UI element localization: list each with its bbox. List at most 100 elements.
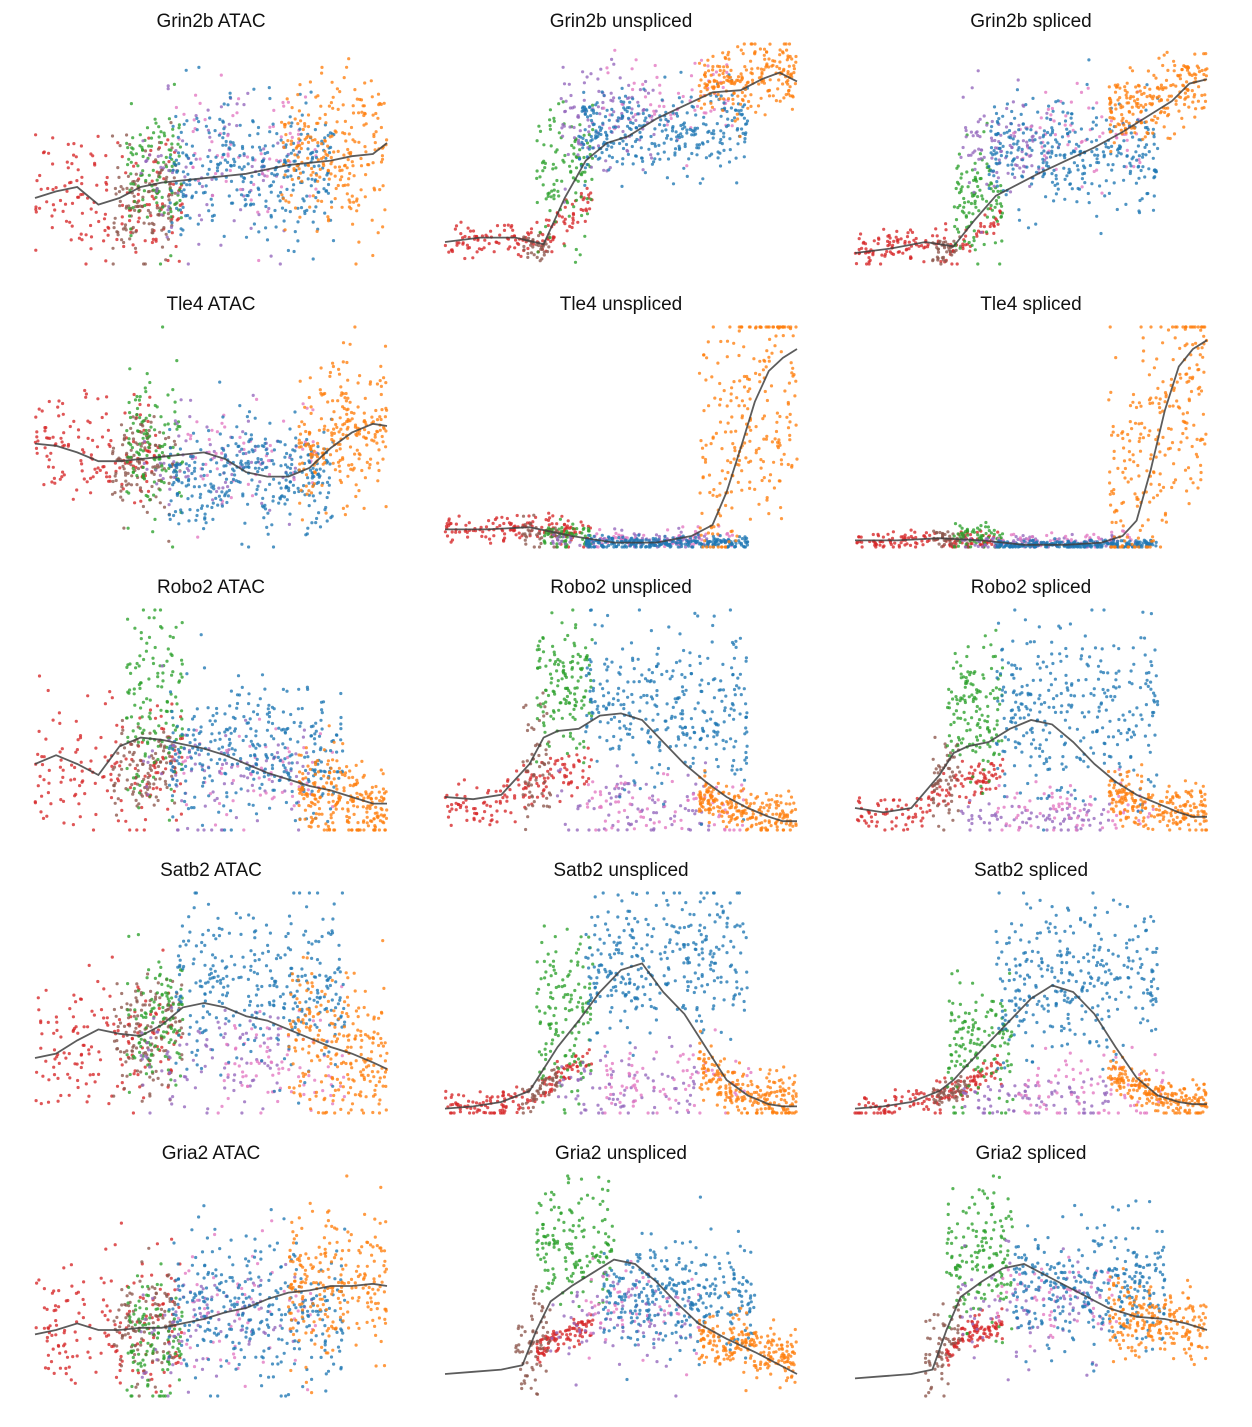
data-point xyxy=(168,201,172,205)
data-point xyxy=(536,250,540,254)
data-point xyxy=(71,497,75,501)
data-point xyxy=(243,198,247,202)
data-point xyxy=(677,135,682,140)
data-point xyxy=(701,545,705,549)
data-point xyxy=(1166,98,1170,102)
data-point xyxy=(576,220,580,224)
data-point xyxy=(1085,82,1089,87)
data-point xyxy=(647,539,651,543)
data-point xyxy=(738,379,742,383)
data-point xyxy=(147,428,151,433)
data-point xyxy=(978,135,982,139)
data-point xyxy=(128,219,132,223)
data-point xyxy=(167,198,171,202)
data-point xyxy=(153,117,157,121)
data-point xyxy=(323,112,327,117)
data-point xyxy=(179,190,184,194)
data-point xyxy=(625,124,630,128)
data-point xyxy=(1033,138,1037,142)
data-point xyxy=(1049,113,1053,117)
data-point xyxy=(215,461,219,465)
data-point xyxy=(616,543,621,547)
data-point xyxy=(600,151,604,155)
data-point xyxy=(143,446,147,450)
data-point xyxy=(385,408,389,412)
data-point xyxy=(966,200,970,204)
data-point xyxy=(716,523,720,527)
data-point xyxy=(983,213,987,217)
data-point xyxy=(506,247,510,251)
data-point xyxy=(587,133,591,137)
data-point xyxy=(1094,116,1099,120)
data-point xyxy=(121,443,125,447)
data-point xyxy=(296,132,301,136)
data-point xyxy=(66,166,70,170)
data-point xyxy=(263,144,267,148)
data-point xyxy=(762,47,767,51)
data-point xyxy=(1070,121,1074,125)
data-point xyxy=(51,162,55,166)
data-point xyxy=(722,65,726,69)
data-point xyxy=(53,481,57,485)
data-point xyxy=(518,536,522,540)
data-point xyxy=(739,541,743,545)
data-point xyxy=(602,545,606,549)
data-point xyxy=(284,143,288,147)
data-point xyxy=(1104,179,1108,183)
data-point xyxy=(232,157,236,161)
data-point xyxy=(169,148,173,152)
data-point xyxy=(1054,138,1058,142)
data-point xyxy=(238,404,242,408)
data-point xyxy=(88,421,92,425)
data-point xyxy=(886,244,890,248)
data-point xyxy=(1080,177,1084,181)
data-point xyxy=(266,210,270,214)
data-point xyxy=(293,206,298,210)
data-point xyxy=(562,124,566,128)
data-point xyxy=(347,463,351,467)
data-point xyxy=(122,438,126,442)
data-point xyxy=(529,231,533,235)
data-point xyxy=(201,477,205,481)
data-point xyxy=(679,123,683,128)
data-point xyxy=(1029,125,1033,129)
data-point xyxy=(960,209,964,213)
data-point xyxy=(574,191,578,195)
data-point xyxy=(245,155,250,159)
data-point xyxy=(122,433,127,437)
data-point xyxy=(552,235,556,239)
scatter-plot xyxy=(33,325,389,549)
data-point xyxy=(711,54,715,58)
data-point xyxy=(699,90,703,94)
data-point xyxy=(1174,102,1178,106)
data-point xyxy=(119,489,123,493)
data-point xyxy=(596,77,600,81)
data-point xyxy=(161,205,165,209)
data-point xyxy=(596,105,600,109)
data-point xyxy=(581,523,585,527)
data-point xyxy=(384,381,388,385)
data-point xyxy=(139,499,143,503)
data-point xyxy=(223,480,228,484)
data-point xyxy=(665,136,669,140)
data-point xyxy=(249,202,253,206)
data-point xyxy=(34,446,39,450)
data-point xyxy=(312,470,317,474)
data-point xyxy=(552,182,556,186)
data-point xyxy=(568,125,572,129)
data-point xyxy=(319,391,323,395)
data-point xyxy=(626,152,630,156)
data-point xyxy=(138,402,142,407)
data-point xyxy=(75,488,79,492)
data-point xyxy=(579,191,583,196)
data-point xyxy=(127,491,131,495)
data-point xyxy=(276,141,280,145)
data-point xyxy=(975,232,979,236)
data-point xyxy=(131,243,135,247)
data-point xyxy=(443,530,447,534)
data-point xyxy=(108,444,112,448)
data-point xyxy=(193,466,197,470)
data-point xyxy=(971,134,975,138)
data-point xyxy=(382,376,386,380)
data-point xyxy=(1020,150,1024,154)
